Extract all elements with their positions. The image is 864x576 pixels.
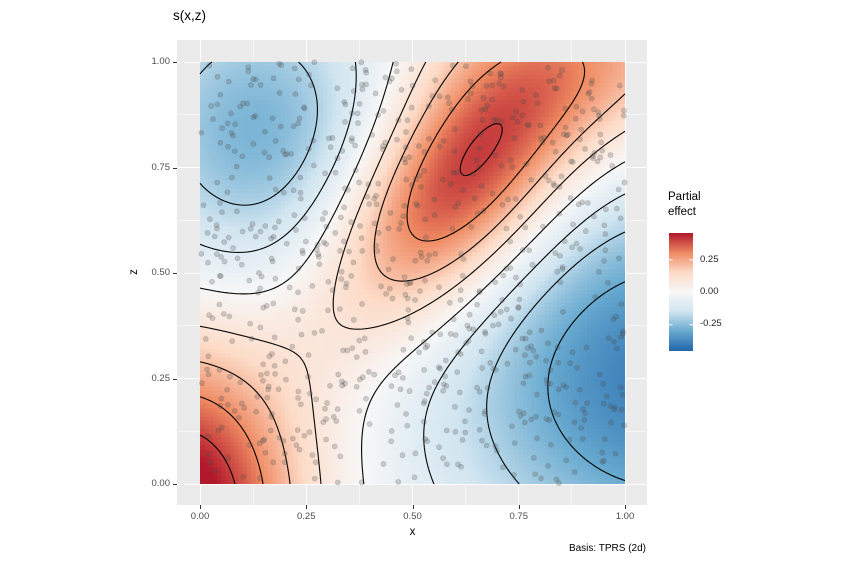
x-axis-tick (518, 505, 520, 509)
x-axis-tick (306, 505, 308, 509)
x-axis-tick-label: 0.00 (190, 511, 210, 522)
x-axis-tick (625, 505, 626, 509)
legend-title: Partial effect (668, 191, 701, 218)
z-axis-tick (173, 484, 177, 485)
z-axis-tick-label: 1.00 (151, 56, 171, 67)
z-axis-tick-label: 0.50 (151, 267, 171, 278)
x-axis-tick-label: 0.25 (297, 511, 316, 522)
x-axis-tick (412, 505, 414, 509)
legend-tick-label: 0.00 (700, 286, 719, 297)
x-axis-tick-label: 1.00 (615, 511, 635, 522)
x-axis-tick (200, 505, 201, 509)
legend-tick-label: 0.25 (700, 253, 719, 265)
surface-heatmap-canvas (177, 40, 647, 505)
z-axis-title: z (128, 269, 140, 275)
z-axis-tick (173, 62, 177, 63)
legend-tick-label: -0.25 (700, 318, 722, 330)
x-axis-tick-label: 0.50 (403, 511, 422, 522)
z-axis-tick (173, 378, 177, 380)
z-axis-tick-label: 0.75 (151, 161, 171, 173)
x-axis-title: x (409, 526, 416, 538)
plot-caption: Basis: TPRS (2d) (568, 543, 646, 554)
legend-colorbar (669, 233, 693, 351)
z-axis-tick-label: 0.00 (151, 478, 171, 489)
x-axis-tick-label: 0.75 (509, 511, 529, 522)
plot-panel (177, 40, 647, 505)
z-axis-tick (173, 273, 177, 274)
z-axis-tick-label: 0.25 (151, 372, 171, 384)
plot-title: s(x,z) (173, 8, 206, 23)
z-axis-tick (173, 167, 177, 169)
